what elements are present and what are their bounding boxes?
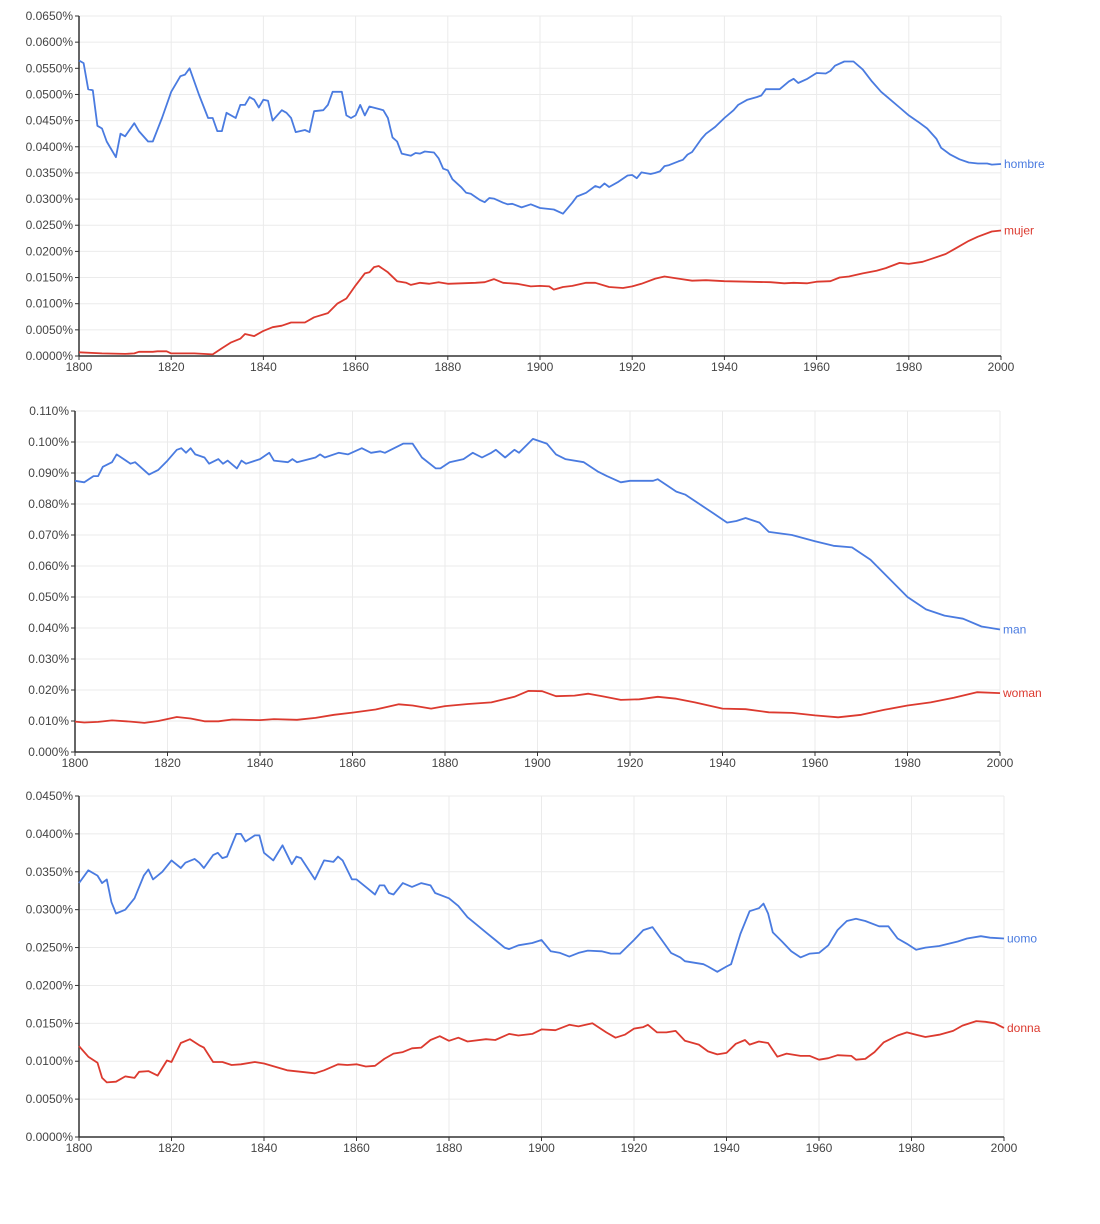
- series-line-hombre[interactable]: [78, 59, 1002, 215]
- y-tick-label: 0.0550%: [26, 61, 74, 75]
- x-tick-label: 1840: [251, 1141, 278, 1155]
- y-tick-label: 0.0100%: [26, 1054, 74, 1068]
- series-label-uomo: uomo: [1007, 931, 1037, 945]
- y-tick-label: 0.0300%: [26, 903, 74, 917]
- series-label-mujer: mujer: [1004, 223, 1034, 237]
- y-tick-label: 0.0150%: [26, 1016, 74, 1030]
- y-tick-label: 0.0100%: [26, 297, 74, 311]
- chart-2: 0.000% 0.010% 0.020% 0.030% 0.040% 0.050% 0.06…: [28, 404, 1041, 770]
- y-tick-label: 0.050%: [28, 590, 69, 604]
- y-tick-label: 0.000%: [28, 745, 69, 759]
- y-tick-label: 0.070%: [28, 528, 69, 542]
- y-tick-label: 0.030%: [28, 652, 69, 666]
- y-tick-label: 0.0350%: [26, 166, 74, 180]
- y-tick-label: 0.0450%: [26, 789, 74, 803]
- x-tick-label: 1900: [528, 1141, 555, 1155]
- x-tick-label: 1900: [524, 756, 551, 770]
- x-tick-label: 1800: [66, 1141, 93, 1155]
- x-tick-label: 1840: [247, 756, 274, 770]
- x-tick-label: 1860: [343, 1141, 370, 1155]
- series-label-woman: woman: [1002, 686, 1042, 700]
- x-tick-label: 2000: [987, 756, 1014, 770]
- x-tick-label: 1880: [436, 1141, 463, 1155]
- x-tick-label: 1920: [621, 1141, 648, 1155]
- y-tick-label: 0.040%: [28, 621, 69, 635]
- y-tick-label: 0.0050%: [26, 323, 74, 337]
- y-tick-label: 0.060%: [28, 559, 69, 573]
- series-line-donna[interactable]: [78, 1020, 1005, 1084]
- series-label-hombre: hombre: [1004, 157, 1045, 171]
- x-tick-label: 1820: [158, 1141, 185, 1155]
- x-tick-label: 1880: [434, 360, 461, 374]
- y-tick-label: 0.020%: [28, 683, 69, 697]
- series-label-man: man: [1003, 623, 1026, 637]
- y-tick-label: 0.0000%: [26, 349, 74, 363]
- x-tick-label: 1880: [432, 756, 459, 770]
- series-label-donna: donna: [1007, 1021, 1041, 1035]
- x-tick-label: 2000: [991, 1141, 1018, 1155]
- y-tick-label: 0.0250%: [26, 218, 74, 232]
- x-tick-label: 1920: [617, 756, 644, 770]
- chart-3: 0.0000% 0.0050% 0.0100% 0.0150% 0.0200% 0.025…: [26, 789, 1041, 1155]
- y-tick-label: 0.0400%: [26, 827, 74, 841]
- x-tick-label: 1960: [803, 360, 830, 374]
- series-line-mujer[interactable]: [78, 229, 1002, 356]
- y-tick-label: 0.0400%: [26, 140, 74, 154]
- y-tick-label: 0.100%: [28, 435, 69, 449]
- x-tick-label: 1940: [713, 1141, 740, 1155]
- y-tick-label: 0.0000%: [26, 1130, 74, 1144]
- series-line-uomo[interactable]: [78, 833, 1005, 973]
- x-tick-label: 1940: [709, 756, 736, 770]
- y-tick-label: 0.0150%: [26, 271, 74, 285]
- chart-1: 0.0000% 0.0050% 0.0100% 0.0150% 0.0200% 0.025…: [26, 9, 1045, 374]
- x-tick-label: 1980: [898, 1141, 925, 1155]
- x-tick-label: 1980: [894, 756, 921, 770]
- x-tick-label: 1960: [802, 756, 829, 770]
- x-tick-label: 1860: [342, 360, 369, 374]
- y-tick-label: 0.0600%: [26, 35, 74, 49]
- x-tick-label: 1820: [158, 360, 185, 374]
- y-tick-label: 0.0350%: [26, 865, 74, 879]
- x-tick-label: 1920: [619, 360, 646, 374]
- x-tick-label: 1840: [250, 360, 277, 374]
- x-tick-label: 1980: [895, 360, 922, 374]
- y-tick-label: 0.0050%: [26, 1092, 74, 1106]
- x-tick-label: 1940: [711, 360, 738, 374]
- x-tick-label: 1800: [62, 756, 89, 770]
- y-tick-label: 0.0650%: [26, 9, 74, 23]
- y-tick-label: 0.0250%: [26, 941, 74, 955]
- y-tick-label: 0.0300%: [26, 192, 74, 206]
- y-tick-label: 0.0500%: [26, 87, 74, 101]
- series-line-man[interactable]: [74, 438, 1001, 631]
- y-tick-label: 0.0200%: [26, 978, 74, 992]
- y-tick-label: 0.080%: [28, 497, 69, 511]
- y-tick-label: 0.0200%: [26, 244, 74, 258]
- series-line-woman[interactable]: [74, 690, 1001, 724]
- x-tick-label: 1960: [806, 1141, 833, 1155]
- x-tick-label: 2000: [988, 360, 1015, 374]
- y-tick-label: 0.010%: [28, 714, 69, 728]
- y-tick-label: 0.110%: [29, 404, 69, 418]
- x-tick-label: 1800: [66, 360, 93, 374]
- x-tick-label: 1860: [339, 756, 366, 770]
- y-tick-label: 0.090%: [28, 466, 69, 480]
- x-tick-label: 1820: [154, 756, 181, 770]
- x-tick-label: 1900: [527, 360, 554, 374]
- y-tick-label: 0.0450%: [26, 114, 74, 128]
